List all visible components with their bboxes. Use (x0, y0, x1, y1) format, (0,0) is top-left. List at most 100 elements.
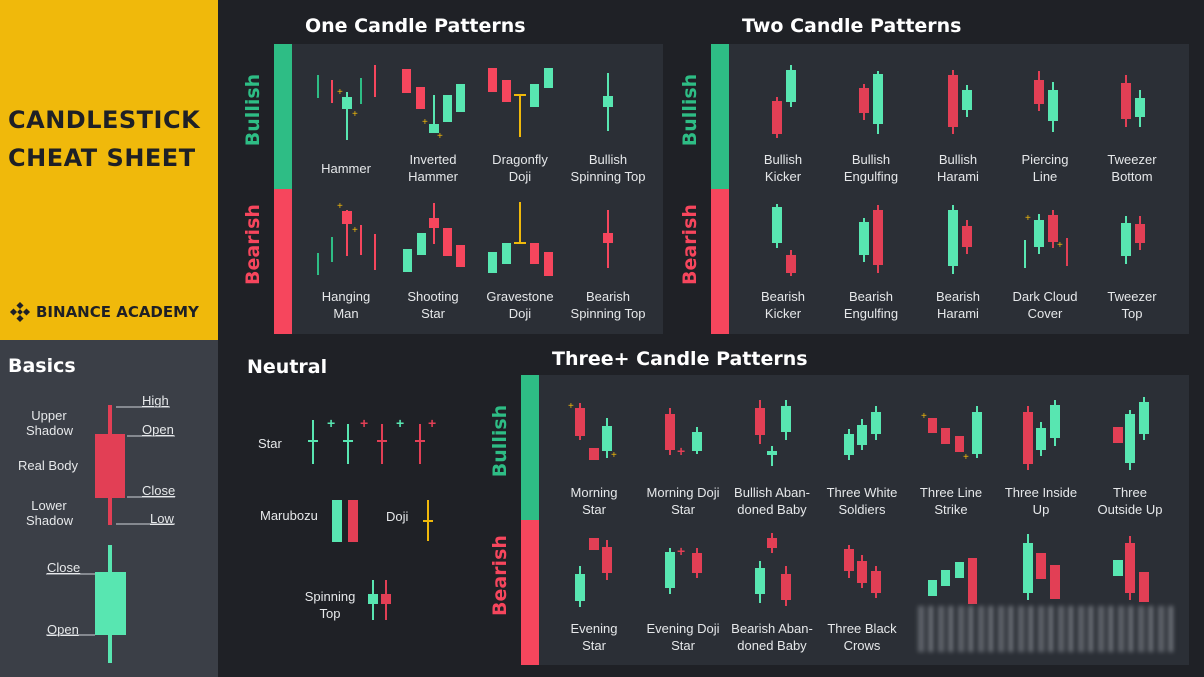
label-three-inside-up: Three Inside Up (1004, 485, 1078, 517)
bull-open-label: Open (47, 622, 79, 637)
label-bearish-abandoned-baby: Bearish Aban- doned Baby (731, 621, 813, 653)
two-bearish-bar (711, 189, 729, 334)
open-label: Open (142, 422, 174, 437)
gravestone-doji-chart (488, 202, 553, 276)
one-bullish-bar (274, 44, 292, 189)
bearish-kicker-chart (772, 204, 796, 276)
hanging-man-chart: + + (317, 201, 376, 275)
label-morning-star: Morning Star (570, 485, 618, 517)
label-bullish-harami: Bullish Harami (937, 152, 979, 184)
lower-shadow-label: Lower Shadow (26, 498, 73, 528)
svg-text:+: + (337, 87, 343, 98)
basics-diagram (46, 405, 175, 663)
tweezer-top-chart (1121, 216, 1145, 264)
three-outside-up-chart (1113, 397, 1149, 470)
svg-text:+: + (677, 443, 685, 459)
svg-text:+: + (352, 109, 358, 120)
svg-text:+: + (396, 415, 404, 431)
morning-star-chart: + + (568, 401, 617, 461)
two-candle-title: Two Candle Patterns (742, 15, 962, 37)
three-candle-title: Three+ Candle Patterns (552, 348, 808, 370)
label-marubozu: Marubozu (260, 508, 318, 523)
marubozu-chart (332, 500, 358, 542)
label-tweezer-top: Tweezer Top (1107, 289, 1157, 321)
label-gravestone-doji: Gravestone Doji (486, 289, 554, 321)
bullish-spinning-top-chart (603, 73, 613, 131)
binance-diamond-icon (9, 301, 31, 323)
svg-text:+: + (437, 131, 443, 142)
label-bearish-kicker: Bearish Kicker (760, 289, 806, 321)
two-bullish-bar (711, 44, 729, 189)
brand-name: BINANCE ACADEMY (36, 303, 199, 321)
three-bullish-bar (521, 375, 539, 520)
label-evening-star: Evening Star (570, 621, 618, 653)
piercing-line-chart (1034, 71, 1058, 132)
label-three-line-strike: Three Line Strike (919, 485, 983, 517)
bearish-spinning-top-chart (603, 210, 613, 268)
label-hammer: Hammer (321, 161, 371, 176)
svg-text:+: + (422, 117, 428, 128)
title-panel (0, 0, 218, 340)
svg-text:+: + (337, 201, 343, 212)
svg-text:+: + (568, 401, 574, 412)
three-inside-up-chart (1023, 400, 1060, 470)
one-candle-title: One Candle Patterns (305, 15, 526, 37)
label-three-white-soldiers: Three White Soldiers (826, 485, 898, 517)
svg-text:+: + (1057, 240, 1063, 251)
svg-text:+: + (360, 415, 368, 431)
svg-text:+: + (921, 411, 927, 422)
label-bullish-engulfing: Bullish Engulfing (843, 152, 899, 184)
tweezer-bottom-chart (1121, 75, 1145, 127)
spinning-top-chart (368, 580, 391, 620)
three-line-strike-chart: + + (921, 406, 982, 463)
label-bullish-spinning-top: Bullish Spinning Top (570, 152, 646, 184)
title-line-1: CANDLESTICK (8, 106, 201, 134)
three-bearish-bar (521, 520, 539, 665)
label-three-outside-up: Three Outside Up (1097, 485, 1163, 517)
svg-text:+: + (963, 452, 969, 463)
label-star: Star (258, 436, 282, 451)
one-bearish-bar (274, 189, 292, 334)
label-evening-doji-star: Evening Doji Star (646, 621, 720, 653)
shooting-star-chart (403, 203, 465, 272)
two-candle-panel (729, 44, 1189, 334)
bullish-kicker-chart (772, 65, 796, 138)
label-piercing-line: Piercing Line (1021, 152, 1069, 184)
label-inverted-hammer: Inverted Hammer (408, 152, 458, 184)
close-label: Close (142, 483, 176, 498)
label-dragonfly-doji: Dragonfly Doji (492, 152, 548, 184)
bearish-harami-chart (948, 205, 972, 274)
bullish-abandoned-baby-chart (755, 400, 791, 466)
morning-doji-star-chart: + (665, 408, 702, 459)
evening-star-chart (575, 538, 612, 607)
three-inside-down-chart (1023, 534, 1060, 600)
neutral-title: Neutral (247, 356, 328, 378)
bullish-harami-chart (948, 70, 972, 134)
svg-text:+: + (611, 450, 617, 461)
bearish-abandoned-baby-chart (755, 533, 791, 606)
label-three-black-crows: Three Black Crows (827, 621, 897, 653)
three-outside-down-chart (1113, 536, 1149, 602)
svg-text:+: + (677, 543, 685, 559)
real-body-label: Real Body (18, 458, 78, 473)
label-doji: Doji (386, 509, 409, 524)
label-bearish-harami: Bearish Harami (935, 289, 981, 321)
svg-text:+: + (1025, 213, 1031, 224)
bearish-engulfing-chart (859, 205, 883, 273)
svg-text:+: + (327, 415, 335, 431)
dragonfly-doji-chart (488, 68, 553, 137)
three-line-strike-bearish-chart (928, 558, 977, 604)
label-bearish-engulfing: Bearish Engulfing (843, 289, 899, 321)
label-spinning-top: Spinning Top (304, 589, 356, 621)
high-label: High (142, 393, 169, 408)
basics-title: Basics (8, 355, 76, 377)
title-line-2: CHEAT SHEET (8, 144, 196, 172)
svg-text:+: + (428, 415, 436, 431)
bullish-engulfing-chart (859, 71, 883, 134)
doji-chart (423, 500, 433, 541)
bull-close-label: Close (47, 560, 81, 575)
label-bullish-abandoned-baby: Bullish Aban- doned Baby (734, 485, 810, 517)
